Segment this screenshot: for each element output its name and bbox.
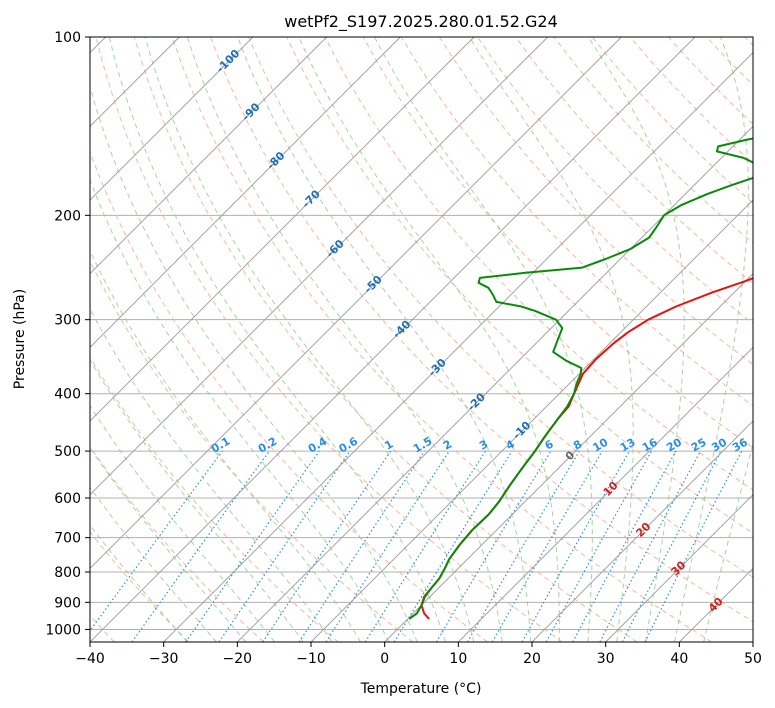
mixing-ratio-line bbox=[521, 450, 631, 642]
dry-adiabat-line bbox=[95, 37, 563, 642]
isotherm-line bbox=[458, 346, 753, 642]
x-tick-label: 30 bbox=[597, 651, 615, 667]
isotherm-line bbox=[90, 37, 475, 422]
moist-adiabat-line bbox=[90, 178, 390, 642]
isotherm-line bbox=[90, 37, 254, 201]
x-tick-label: −10 bbox=[296, 651, 326, 667]
y-tick-label: 300 bbox=[54, 313, 81, 329]
x-tick-label: 10 bbox=[449, 651, 467, 667]
mixing-ratio-line bbox=[644, 450, 743, 642]
isotherm-line bbox=[237, 125, 753, 642]
mixing-ratio-line bbox=[185, 450, 320, 642]
isotherm-line bbox=[384, 273, 753, 642]
y-tick-label: 1000 bbox=[45, 622, 81, 638]
isotherm-line bbox=[90, 37, 696, 642]
mixing-ratio-line bbox=[90, 450, 223, 632]
mixing-ratio-line bbox=[298, 450, 425, 642]
y-tick-label: 400 bbox=[54, 387, 81, 403]
moist-adiabat-line bbox=[587, 37, 685, 642]
isotherm-line bbox=[605, 494, 753, 642]
x-tick-label: −40 bbox=[75, 651, 105, 667]
y-tick-label: 100 bbox=[54, 30, 81, 46]
isotherm-line bbox=[90, 37, 548, 496]
sounding-profiles bbox=[408, 137, 753, 620]
x-tick-label: −30 bbox=[149, 651, 179, 667]
mixing-ratio-line bbox=[572, 450, 677, 642]
dewpoint-profile-line bbox=[408, 137, 753, 620]
x-tick-label: −20 bbox=[223, 651, 253, 667]
isotherm-line bbox=[531, 420, 753, 642]
chart-title: wetPf2_S197.2025.280.01.52.G24 bbox=[284, 12, 558, 32]
x-axis-title: Temperature (°C) bbox=[360, 681, 482, 697]
x-tick-label: 50 bbox=[744, 651, 762, 667]
pressure-gridlines bbox=[90, 37, 753, 630]
moist-adiabat-line bbox=[90, 84, 418, 642]
y-tick-label: 800 bbox=[54, 565, 81, 581]
dry-adiabat-line bbox=[90, 356, 339, 642]
x-tick-label: 40 bbox=[670, 651, 688, 667]
dry-adiabat-line bbox=[248, 37, 753, 578]
dry-adiabat-line bbox=[515, 37, 753, 284]
moist-adiabat-line bbox=[90, 524, 188, 642]
x-tick-label: 0 bbox=[380, 651, 389, 667]
y-axis-title: Pressure (hPa) bbox=[12, 289, 28, 389]
x-axis-ticks: −40 −30 −20 −10 0 10 20 30 40 50 bbox=[75, 642, 762, 667]
isotherms bbox=[90, 37, 753, 642]
mixing-ratio-line bbox=[325, 450, 450, 642]
isotherm-line bbox=[90, 37, 622, 569]
y-tick-label: 900 bbox=[54, 595, 81, 611]
dry-adiabat-line bbox=[400, 37, 753, 407]
dry-adiabat-line bbox=[210, 37, 753, 623]
dry-adiabat-line bbox=[171, 37, 712, 642]
moist-adiabat-line bbox=[90, 486, 217, 642]
y-tick-label: 600 bbox=[54, 491, 81, 507]
isotherm-line bbox=[90, 37, 401, 348]
mixing-ratio-line bbox=[393, 450, 513, 642]
moist-adiabat-line bbox=[298, 37, 560, 642]
dry-adiabat-line bbox=[90, 531, 190, 642]
dry-adiabat-line bbox=[90, 445, 264, 642]
plot-frame bbox=[89, 36, 754, 643]
moist-adiabat-line bbox=[90, 404, 275, 642]
isotherm-line bbox=[163, 52, 753, 642]
dry-adiabat-line bbox=[438, 37, 753, 366]
moist-adiabat-line bbox=[144, 37, 475, 642]
y-tick-label: 200 bbox=[54, 208, 81, 224]
dry-adiabat-line bbox=[90, 150, 488, 642]
x-tick-label: 20 bbox=[523, 651, 541, 667]
moist-adiabat-line bbox=[186, 37, 503, 642]
moist-adiabat-line bbox=[108, 37, 446, 642]
moist-adiabat-line bbox=[90, 447, 247, 642]
mixing-ratio-lines bbox=[90, 450, 743, 642]
mixing-ratio-line bbox=[218, 450, 351, 642]
mixing-ratio-line bbox=[545, 450, 653, 642]
isotherm-line bbox=[90, 37, 327, 275]
y-tick-label: 700 bbox=[54, 531, 81, 547]
y-tick-label: 500 bbox=[54, 444, 81, 460]
mixing-ratio-line bbox=[262, 450, 392, 642]
moist-adiabat-line bbox=[374, 37, 593, 642]
isotherm-line bbox=[310, 199, 753, 642]
mixing-ratio-line bbox=[131, 450, 270, 642]
dry-adiabat-line bbox=[133, 37, 638, 642]
y-axis-ticks: 100 200 300 400 500 600 700 800 900 1000 bbox=[45, 30, 90, 638]
moist-adiabat-line bbox=[90, 358, 304, 642]
